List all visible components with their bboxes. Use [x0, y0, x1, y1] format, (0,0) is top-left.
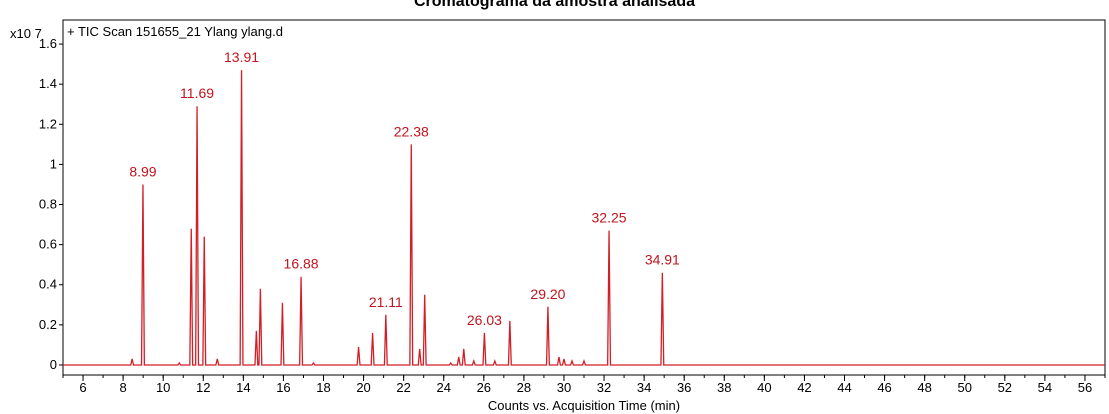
x-axis: 6 8 10 12 14 16 18 20 22 24 26 28 30 32 34 36 38 40 42 44 46…: [62, 375, 1106, 395]
y-tick-6: 1.2: [39, 116, 63, 131]
peak-labels: 8.99 11.69 13.91 16.88 21.11 22.38 26.03 29.20 3…: [129, 49, 680, 328]
x-tick-label: 52: [998, 380, 1012, 395]
y-tick-label: 1.2: [39, 116, 57, 131]
y-tick-7: 1.4: [39, 76, 63, 91]
x-tick-label: 50: [957, 380, 971, 395]
x-tick-label: 26: [477, 380, 491, 395]
x-tick-14: 34: [637, 375, 651, 395]
x-tick-label: 32: [597, 380, 611, 395]
x-tick-15: 36: [677, 375, 691, 395]
x-tick-9: 24: [436, 375, 451, 395]
peak-label-9: 34.91: [645, 252, 680, 268]
x-tick-label: 42: [797, 380, 811, 395]
x-tick-label: 22: [396, 380, 410, 395]
peak-label-6: 26.03: [467, 312, 502, 328]
y-tick-label: 0.6: [39, 237, 57, 252]
tic-trace-line: [62, 70, 1106, 366]
x-tick-13: 32: [597, 375, 611, 395]
series-legend-label: + TIC Scan 151655_21 Ylang ylang.d: [67, 24, 283, 39]
x-tick-label: 24: [436, 380, 450, 395]
y-tick-2: 0.4: [39, 277, 63, 292]
y-axis: 0 0.2 0.4 0.6 0.8 1 1.2 1.4 1.6: [39, 36, 63, 372]
x-tick-6: 18: [316, 375, 331, 395]
y-multiplier-label: x10 7: [10, 26, 42, 41]
peak-label-4: 21.11: [369, 294, 403, 310]
x-tick-label: 18: [316, 380, 330, 395]
x-tick-2: 10: [156, 375, 170, 395]
x-tick-label: 12: [196, 380, 210, 395]
x-tick-18: 42: [797, 375, 812, 395]
x-tick-8: 22: [396, 375, 411, 395]
y-tick-label: 1.6: [39, 36, 57, 51]
x-tick-25: 56: [1078, 375, 1092, 395]
x-tick-label: 40: [757, 380, 771, 395]
plot-frame: [62, 19, 1106, 376]
x-tick-label: 8: [119, 380, 126, 395]
y-tick-0: 0: [50, 357, 63, 372]
peak-label-3: 16.88: [284, 256, 319, 272]
y-tick-label: 1: [50, 156, 57, 171]
x-axis-label: Counts vs. Acquisition Time (min): [488, 398, 680, 413]
x-tick-3: 12: [196, 375, 211, 395]
peak-label-1: 11.69: [180, 85, 214, 101]
x-tick-label: 46: [877, 380, 891, 395]
x-tick-5: 16: [276, 375, 291, 395]
x-tick-label: 48: [917, 380, 931, 395]
x-tick-label: 20: [356, 380, 370, 395]
chart-title: Cromatograma da amostra analisada: [414, 0, 695, 10]
peak-label-8: 32.25: [592, 210, 627, 226]
x-tick-label: 56: [1078, 380, 1092, 395]
x-tick-label: 34: [637, 380, 651, 395]
peak-label-7: 29.20: [530, 286, 565, 302]
x-tick-16: 38: [717, 375, 732, 395]
y-tick-label: 0.8: [39, 197, 57, 212]
x-tick-24: 54: [1038, 375, 1052, 395]
x-tick-21: 48: [917, 375, 932, 395]
y-tick-label: 0.2: [39, 317, 57, 332]
y-tick-label: 1.4: [39, 76, 57, 91]
x-tick-11: 28: [517, 375, 531, 395]
x-tick-label: 30: [557, 380, 571, 395]
y-tick-label: 0.4: [39, 277, 57, 292]
y-tick-4: 0.8: [39, 197, 63, 212]
y-tick-8: 1.6: [39, 36, 63, 51]
x-tick-label: 10: [156, 380, 170, 395]
y-tick-label: 0: [50, 357, 57, 372]
x-tick-label: 54: [1038, 380, 1052, 395]
x-tick-0: 6: [79, 375, 87, 395]
x-tick-4: 14: [236, 375, 251, 395]
peak-label-5: 22.38: [394, 123, 429, 139]
x-tick-label: 14: [236, 380, 250, 395]
x-tick-17: 40: [757, 375, 772, 395]
x-tick-22: 50: [957, 375, 972, 395]
peak-label-2: 13.91: [224, 49, 259, 65]
x-tick-label: 6: [79, 380, 86, 395]
x-tick-label: 16: [276, 380, 290, 395]
x-tick-12: 30: [557, 375, 571, 395]
x-tick-10: 26: [477, 375, 491, 395]
x-tick-label: 38: [717, 380, 731, 395]
x-tick-19: 44: [837, 375, 852, 395]
x-tick-1: 8: [119, 375, 127, 395]
x-tick-label: 28: [517, 380, 531, 395]
y-tick-5: 1: [50, 156, 63, 171]
x-tick-7: 20: [356, 375, 371, 395]
x-tick-23: 52: [998, 375, 1012, 395]
y-tick-1: 0.2: [39, 317, 63, 332]
x-tick-label: 44: [837, 380, 851, 395]
x-tick-20: 46: [877, 375, 892, 395]
y-tick-3: 0.6: [39, 237, 63, 252]
x-tick-label: 36: [677, 380, 691, 395]
peak-label-0: 8.99: [129, 163, 156, 179]
